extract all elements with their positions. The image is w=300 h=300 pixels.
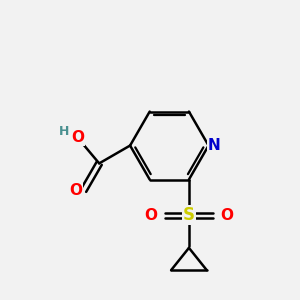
Text: H: H [58, 124, 69, 138]
Text: S: S [183, 206, 195, 224]
Text: N: N [208, 138, 220, 153]
Text: O: O [144, 208, 158, 223]
Text: O: O [69, 183, 82, 198]
Text: O: O [220, 208, 233, 223]
Text: O: O [71, 130, 84, 145]
